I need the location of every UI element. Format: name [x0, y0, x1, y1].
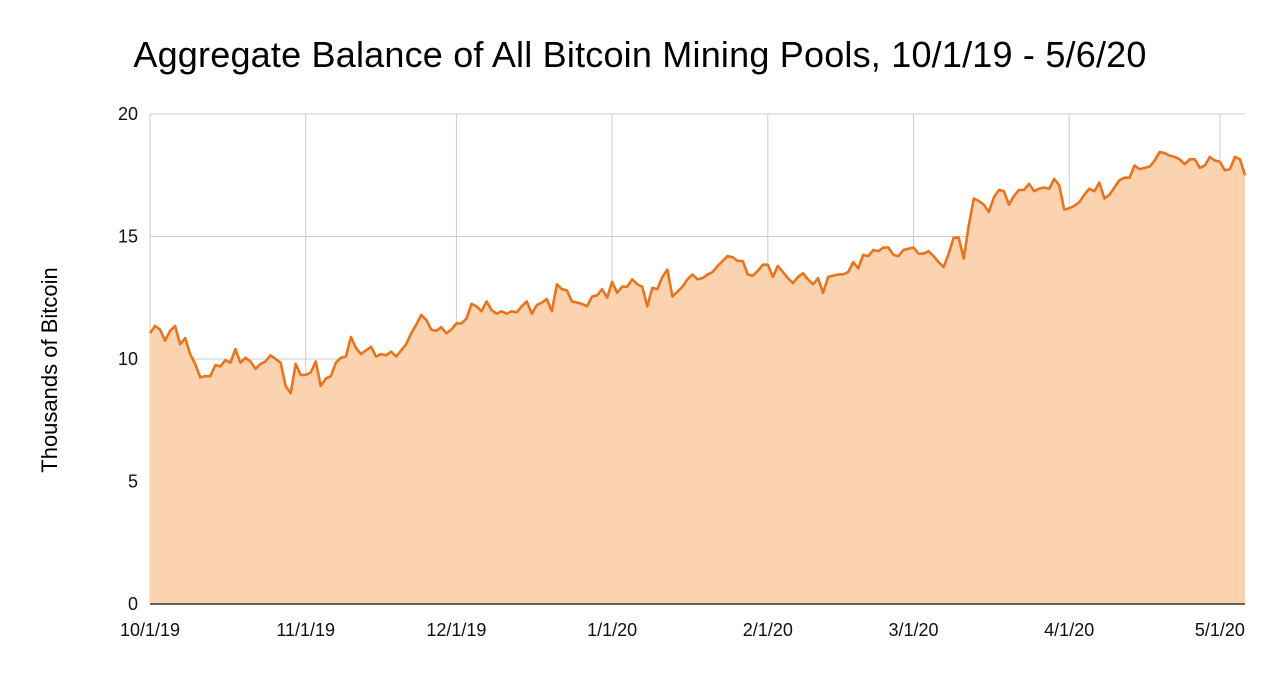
x-tick-label: 1/1/20	[587, 620, 637, 640]
x-tick-label: 12/1/19	[426, 620, 486, 640]
y-tick-label: 0	[128, 594, 138, 614]
y-tick-label: 20	[118, 104, 138, 124]
x-tick-label: 3/1/20	[888, 620, 938, 640]
y-axis-ticks: 0 5 10 15 20	[118, 104, 138, 614]
chart-title: Aggregate Balance of All Bitcoin Mining …	[133, 34, 1147, 75]
y-tick-label: 5	[128, 472, 138, 492]
series-area-fill	[150, 151, 1245, 605]
x-tick-label: 4/1/20	[1044, 620, 1094, 640]
y-tick-label: 10	[118, 349, 138, 369]
x-axis-ticks: 10/1/19 11/1/19 12/1/19 1/1/20 2/1/20 3/1/20 4…	[120, 620, 1245, 640]
x-tick-label: 11/1/19	[276, 620, 335, 640]
series-line	[148, 150, 1247, 395]
x-tick-label: 2/1/20	[743, 620, 793, 640]
y-tick-label: 15	[118, 227, 138, 247]
x-tick-label: 5/1/20	[1195, 620, 1245, 640]
x-tick-label: 10/1/19	[120, 620, 180, 640]
